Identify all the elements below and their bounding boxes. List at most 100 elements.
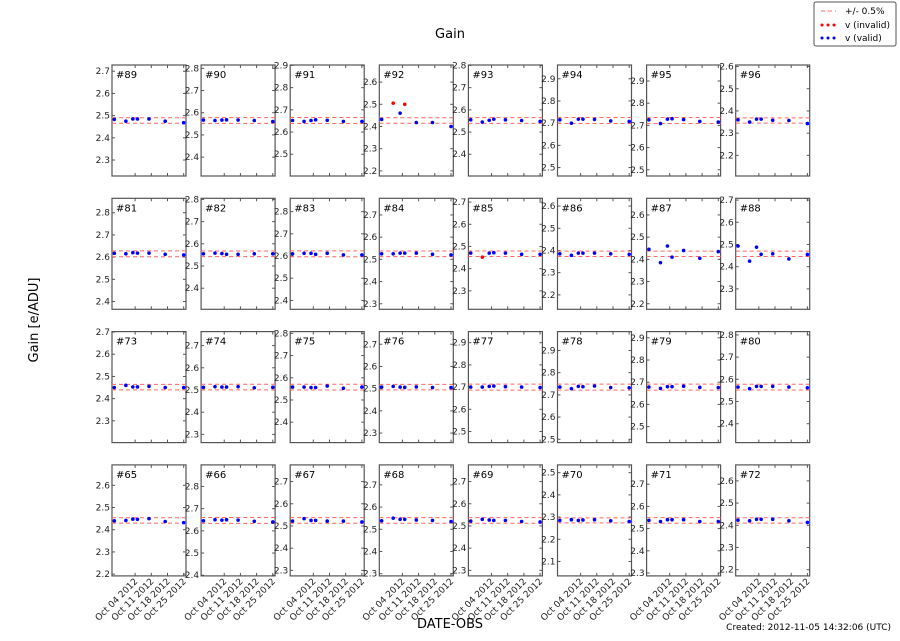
data-point-valid xyxy=(747,519,752,523)
data-point-valid xyxy=(468,118,473,122)
data-point-valid xyxy=(213,517,217,522)
panel-label: #75 xyxy=(294,337,315,348)
data-point-valid xyxy=(492,250,496,255)
y-tick-label: 2.5 xyxy=(452,522,466,532)
data-point-valid xyxy=(224,385,229,389)
y-tick-label: 2.7 xyxy=(274,352,288,362)
y-tick-label: 2.7 xyxy=(541,119,555,129)
y-tick-label: 2.4 xyxy=(452,150,467,160)
data-point-valid xyxy=(201,385,206,390)
data-point-valid xyxy=(181,253,186,257)
panel-label: #85 xyxy=(472,203,493,214)
y-tick-label: 2.4 xyxy=(719,107,734,117)
y-tick-label: 2.6 xyxy=(274,128,289,138)
y-tick-label: 2.7 xyxy=(719,196,733,206)
data-point-valid xyxy=(147,251,151,255)
data-point-valid xyxy=(716,385,721,390)
panel-frame xyxy=(378,64,454,177)
data-point-valid xyxy=(487,251,492,255)
panel-label: #65 xyxy=(116,470,137,481)
y-tick-label: 2.5 xyxy=(630,423,644,433)
panel-90: 2.4 2.5 2.6 2.7 2.8 #90 xyxy=(185,64,276,177)
data-point-valid xyxy=(503,251,508,255)
data-point-valid xyxy=(754,245,759,249)
y-tick-label: 2.4 xyxy=(630,255,645,265)
y-tick-label: 2.3 xyxy=(541,269,555,279)
panel-label: #93 xyxy=(472,70,493,81)
data-point-valid xyxy=(270,520,275,524)
y-tick-label: 2.8 xyxy=(274,329,289,339)
data-point-valid xyxy=(309,251,313,256)
panel-86: 2.2 2.3 2.4 2.5 2.6 #86 xyxy=(541,197,633,310)
panel-frame xyxy=(378,331,454,444)
panel-label: #70 xyxy=(562,470,583,481)
data-point-valid xyxy=(302,251,306,256)
data-point-valid xyxy=(341,519,346,523)
data-point-valid xyxy=(220,251,224,256)
legend-valid-label: v (valid) xyxy=(845,34,882,44)
panel-label: #82 xyxy=(205,203,226,214)
data-point-valid xyxy=(569,517,574,522)
data-point-valid xyxy=(402,251,407,255)
data-point-valid xyxy=(325,384,330,388)
data-point-valid xyxy=(538,385,542,390)
data-point-valid xyxy=(309,518,313,523)
panel-label: #74 xyxy=(205,337,226,348)
y-tick-label: 2.4 xyxy=(363,278,378,288)
data-point-valid xyxy=(787,385,791,389)
y-tick-label: 2.3 xyxy=(541,513,555,523)
y-tick-label: 2.1 xyxy=(541,557,555,567)
data-point-valid xyxy=(309,385,313,390)
data-point-valid xyxy=(736,118,740,122)
y-tick-label: 2.7 xyxy=(630,378,644,388)
y-tick-label: 2.4 xyxy=(96,395,111,405)
data-point-valid xyxy=(430,252,435,257)
data-point-valid xyxy=(770,517,775,522)
y-tick-label: 2.8 xyxy=(96,209,111,219)
panel-label: #79 xyxy=(651,337,672,348)
y-tick-label: 2.6 xyxy=(363,503,378,513)
panel-84: 2.3 2.4 2.5 2.6 2.7 #84 xyxy=(363,197,454,310)
data-point-valid xyxy=(747,386,752,391)
y-tick-label: 2.4 xyxy=(274,418,289,428)
data-point-valid xyxy=(697,256,702,261)
data-point-valid xyxy=(402,385,407,390)
data-point-valid xyxy=(759,117,763,121)
data-point-valid xyxy=(538,252,542,257)
data-point-valid xyxy=(647,518,651,523)
data-point-valid xyxy=(135,251,140,255)
y-tick-label: 2.5 xyxy=(274,396,288,406)
y-tick-label: 2.4 xyxy=(185,408,200,418)
panel-label: #72 xyxy=(740,470,761,481)
data-point-valid xyxy=(581,251,585,255)
panel-label: #96 xyxy=(740,70,761,81)
y-tick-label: 2.4 xyxy=(452,544,467,554)
data-point-valid xyxy=(224,118,229,122)
y-tick-label: 2.7 xyxy=(185,218,199,228)
data-point-valid xyxy=(313,518,318,523)
data-point-valid xyxy=(558,118,562,122)
y-tick-label: 2.4 xyxy=(719,521,734,531)
data-point-valid xyxy=(325,251,330,256)
y-tick-label: 2.6 xyxy=(719,477,734,487)
data-point-valid xyxy=(135,517,140,522)
y-tick-label: 2.4 xyxy=(630,547,645,557)
y-tick-label: 2.5 xyxy=(185,386,199,396)
panel-label: #69 xyxy=(472,470,493,481)
y-tick-label: 2.5 xyxy=(452,128,466,138)
data-point-valid xyxy=(270,385,275,390)
data-point-valid xyxy=(608,119,613,123)
y-tick-label: 2.5 xyxy=(363,525,377,535)
data-point-valid xyxy=(112,519,117,523)
data-point-valid xyxy=(658,386,663,391)
data-point-valid xyxy=(252,385,257,390)
data-point-valid xyxy=(576,117,581,121)
y-tick-label: 2.6 xyxy=(96,481,111,491)
data-point-valid xyxy=(681,517,686,522)
data-point-valid xyxy=(236,384,240,389)
data-point-valid xyxy=(430,120,435,125)
data-point-valid xyxy=(414,120,419,125)
y-tick-label: 2.5 xyxy=(719,499,733,509)
data-point-valid xyxy=(163,519,167,524)
